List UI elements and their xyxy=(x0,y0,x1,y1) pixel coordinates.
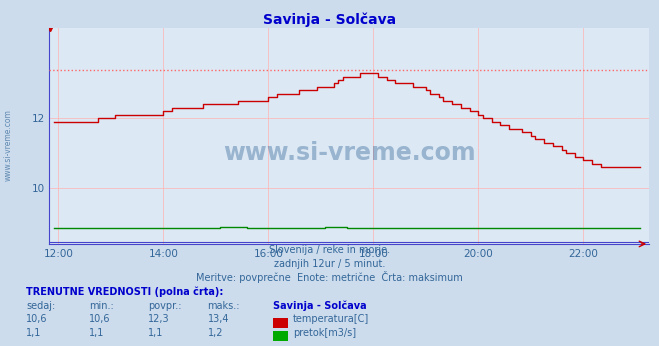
Text: TRENUTNE VREDNOSTI (polna črta):: TRENUTNE VREDNOSTI (polna črta): xyxy=(26,286,224,297)
Text: pretok[m3/s]: pretok[m3/s] xyxy=(293,328,357,338)
Text: 1,1: 1,1 xyxy=(148,328,163,338)
Text: temperatura[C]: temperatura[C] xyxy=(293,315,370,325)
Text: min.:: min.: xyxy=(89,301,114,311)
Text: 10,6: 10,6 xyxy=(26,315,48,325)
Text: 1,1: 1,1 xyxy=(89,328,104,338)
Text: Savinja - Solčava: Savinja - Solčava xyxy=(273,300,367,311)
Text: maks.:: maks.: xyxy=(208,301,240,311)
Text: 1,1: 1,1 xyxy=(26,328,42,338)
Text: Meritve: povprečne  Enote: metrične  Črta: maksimum: Meritve: povprečne Enote: metrične Črta:… xyxy=(196,271,463,283)
Text: www.si-vreme.com: www.si-vreme.com xyxy=(4,109,13,181)
Text: 12,3: 12,3 xyxy=(148,315,170,325)
Text: Slovenija / reke in morje.: Slovenija / reke in morje. xyxy=(269,245,390,255)
Text: zadnjih 12ur / 5 minut.: zadnjih 12ur / 5 minut. xyxy=(273,259,386,269)
Text: sedaj:: sedaj: xyxy=(26,301,55,311)
Text: 13,4: 13,4 xyxy=(208,315,229,325)
Text: povpr.:: povpr.: xyxy=(148,301,182,311)
Text: 10,6: 10,6 xyxy=(89,315,111,325)
Text: www.si-vreme.com: www.si-vreme.com xyxy=(223,141,476,165)
Text: 1,2: 1,2 xyxy=(208,328,223,338)
Text: Savinja - Solčava: Savinja - Solčava xyxy=(263,12,396,27)
